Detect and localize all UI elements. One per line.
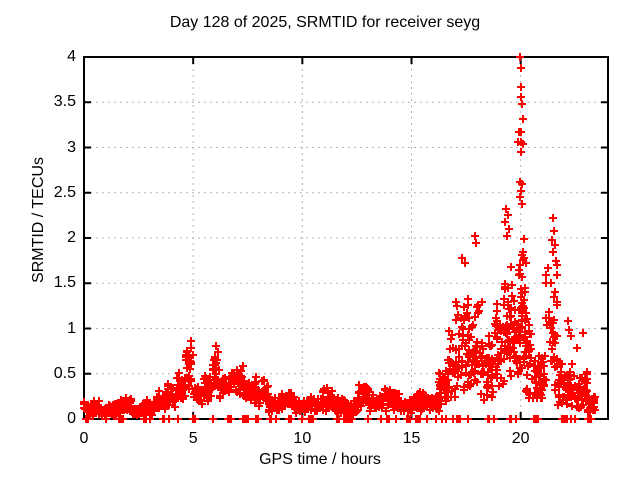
- x-axis-label: GPS time / hours: [259, 451, 381, 468]
- x-tick-label: 0: [79, 430, 89, 447]
- chart-title: Day 128 of 2025, SRMTID for receiver sey…: [169, 14, 481, 31]
- y-tick-label: 0: [67, 410, 76, 427]
- y-tick-label: 1.5: [53, 274, 76, 292]
- y-tick-label: 0.5: [53, 364, 76, 382]
- y-tick-label: 2: [67, 229, 76, 246]
- y-tick-label: 3.5: [53, 93, 76, 111]
- y-tick-label: 1: [67, 319, 76, 337]
- y-tick-label: 3: [67, 138, 76, 156]
- scatter-points: [80, 53, 599, 423]
- y-tick-label: 2.5: [53, 183, 76, 201]
- x-tick-label: 5: [188, 430, 198, 447]
- y-tick-label: 4: [67, 48, 76, 65]
- x-tick-label: 20: [511, 430, 530, 447]
- x-tick-label: 10: [293, 430, 312, 447]
- x-tick-label: 15: [402, 430, 421, 447]
